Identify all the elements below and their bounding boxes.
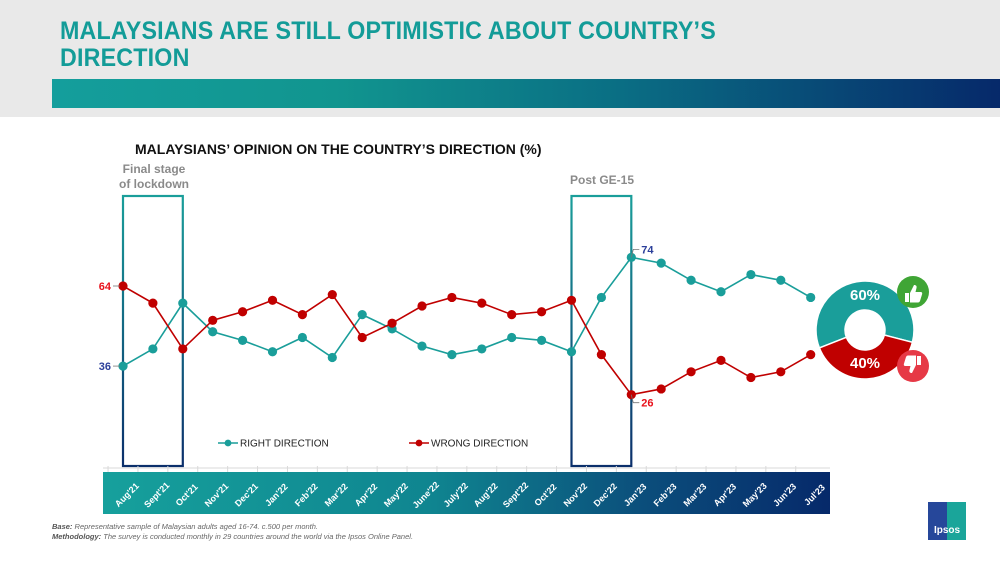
data-label-leader xyxy=(630,394,640,404)
right-direction-point xyxy=(507,332,517,343)
slide-title: MALAYSIANS ARE STILL OPTIMISTIC ABOUT CO… xyxy=(60,17,716,72)
wrong-direction-point xyxy=(806,350,816,360)
header-gradient-band xyxy=(52,79,1000,108)
footer-base-label: Base: xyxy=(52,522,73,531)
annotation-lockdown-line-2: of lockdown xyxy=(119,177,189,191)
data-label: 26 xyxy=(641,398,653,410)
ipsos-logo: Ipsos xyxy=(928,502,966,540)
right-direction-point xyxy=(746,269,756,280)
wrong-direction-point xyxy=(297,310,307,320)
wrong-direction-point xyxy=(357,332,367,343)
data-label: 74 xyxy=(641,244,654,256)
logo-text: Ipsos xyxy=(933,525,961,536)
annotation-post-ge15: Post GE-15 xyxy=(550,173,654,188)
wrong-direction-point xyxy=(267,295,278,305)
right-direction-point xyxy=(806,292,816,303)
annotation-post-ge15-line-1: Post GE-15 xyxy=(569,173,635,187)
wrong-direction-point xyxy=(686,367,696,377)
data-label: 64 xyxy=(99,281,112,293)
right-direction-point xyxy=(716,287,726,297)
wrong-direction-point xyxy=(327,289,337,300)
right-direction-point xyxy=(357,310,367,320)
right-direction-point xyxy=(208,327,218,337)
wrong-direction-point xyxy=(596,350,607,360)
donut-slice-wrong xyxy=(818,334,914,380)
highlight-box-0 xyxy=(121,194,184,468)
right-direction-point xyxy=(596,292,607,303)
right-direction-point xyxy=(447,350,457,360)
footer-base-text: Representative sample of Malaysian adult… xyxy=(74,522,319,531)
wrong-direction-point xyxy=(656,384,666,394)
data-label: 36 xyxy=(99,361,111,373)
right-direction-line xyxy=(122,256,812,367)
wrong-direction-point xyxy=(208,315,218,325)
wrong-direction-point xyxy=(178,344,188,354)
footer-methodology: Methodology: The survey is conducted mon… xyxy=(52,532,413,542)
wrong-direction-point xyxy=(118,281,128,291)
wrong-direction-point xyxy=(417,301,427,311)
right-direction-point xyxy=(327,352,337,363)
right-direction-point xyxy=(238,335,248,345)
annotation-lockdown-line-1: Final stage xyxy=(122,162,186,176)
legend-right-direction-marker xyxy=(224,439,232,447)
wrong-direction-line xyxy=(122,285,812,396)
wrong-direction-point xyxy=(447,292,457,303)
right-direction-point xyxy=(417,341,427,351)
thumbs-up-icon-glyph xyxy=(905,285,923,303)
wrong-direction-point xyxy=(477,298,487,308)
donut-label-wrong: 40% xyxy=(850,355,880,372)
right-direction-point xyxy=(297,332,307,343)
legend-wrong-direction-marker xyxy=(415,439,423,447)
right-direction-point xyxy=(686,275,696,285)
wrong-direction-point xyxy=(387,318,397,328)
highlight-box-1 xyxy=(570,194,633,468)
data-label-leader xyxy=(630,248,640,258)
wrong-direction-point xyxy=(507,310,517,320)
right-direction-point xyxy=(776,275,786,285)
footer-base: Base: Representative sample of Malaysian… xyxy=(52,522,413,532)
wrong-direction-point xyxy=(716,355,726,365)
wrong-direction-point xyxy=(148,298,158,308)
annotation-lockdown: Final stage of lockdown xyxy=(100,162,208,192)
wrong-direction-point xyxy=(746,372,756,383)
right-direction-point xyxy=(656,258,666,268)
thumbs-up-icon xyxy=(897,276,929,308)
footer-method-text: The survey is conducted monthly in 29 co… xyxy=(103,532,414,541)
thumbs-down-icon xyxy=(897,350,929,382)
right-direction-point xyxy=(178,298,188,308)
wrong-direction-point xyxy=(776,367,786,377)
donut-label-right: 60% xyxy=(850,287,880,304)
x-axis-band xyxy=(103,472,830,514)
chart-title: MALAYSIANS’ OPINION ON THE COUNTRY’S DIR… xyxy=(135,141,542,157)
right-direction-point xyxy=(566,347,577,357)
thumbs-down-icon-glyph xyxy=(903,355,921,373)
wrong-direction-point xyxy=(238,307,248,317)
right-direction-point xyxy=(477,344,487,354)
wrong-direction-point xyxy=(566,295,577,305)
right-direction-point xyxy=(118,361,128,371)
donut-slice-right xyxy=(815,280,915,349)
footer-notes: Base: Representative sample of Malaysian… xyxy=(52,522,413,542)
right-direction-point xyxy=(267,347,278,357)
legend-wrong-direction-label: WRONG DIRECTION xyxy=(431,439,528,450)
right-direction-point xyxy=(148,344,158,354)
legend-right-direction-label: RIGHT DIRECTION xyxy=(240,439,329,450)
footer-method-label: Methodology: xyxy=(52,532,102,541)
wrong-direction-point xyxy=(537,307,547,317)
right-direction-point xyxy=(537,335,547,345)
